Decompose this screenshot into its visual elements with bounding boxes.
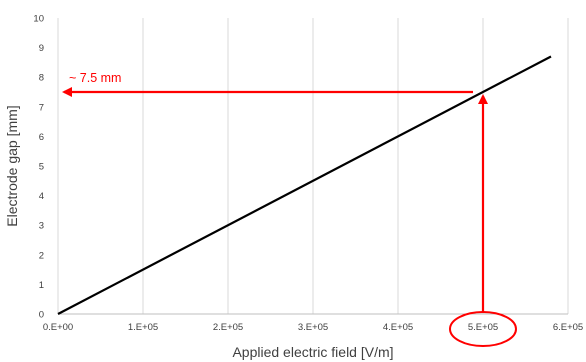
y-tick-label: 7	[39, 102, 44, 113]
y-tick-label: 2	[39, 250, 44, 261]
y-tick-label: 8	[39, 73, 44, 84]
y-tick-label: 3	[39, 221, 44, 232]
y-tick-label: 6	[39, 132, 44, 143]
series-layer	[57, 55, 552, 315]
y-tick-label: 10	[33, 14, 44, 25]
annotation-layer	[62, 87, 517, 347]
y-tick-labels: 0 1 2 3 4 5 6 7 8 9 10	[33, 14, 44, 321]
y-tick-label: 5	[39, 162, 44, 173]
y-tick-label: 0	[39, 310, 44, 321]
y-tick-label: 9	[39, 43, 44, 54]
y-tick-label: 1	[39, 280, 44, 291]
x-tick-labels: 0.E+00 1.E+05 2.E+05 3.E+05 4.E+05 5.E+05 6.E+…	[43, 322, 583, 333]
highlight-ellipse	[449, 311, 517, 347]
y-tick-label: 4	[39, 191, 44, 202]
x-tick-label: 3.E+05	[298, 322, 328, 333]
annotation-label: ~ 7.5 mm	[69, 71, 121, 85]
x-tick-label: 4.E+05	[383, 322, 413, 333]
x-tick-label: 1.E+05	[128, 322, 158, 333]
x-axis-title: Applied electric field [V/m]	[232, 344, 393, 360]
y-axis-title: Electrode gap [mm]	[4, 105, 20, 226]
series-line	[57, 55, 552, 315]
x-tick-label: 6.E+05	[553, 322, 583, 333]
x-tick-label: 5.E+05	[468, 322, 498, 333]
grid-lines	[57, 18, 569, 314]
x-tick-label: 2.E+05	[213, 322, 243, 333]
x-tick-label: 0.E+00	[43, 322, 73, 333]
